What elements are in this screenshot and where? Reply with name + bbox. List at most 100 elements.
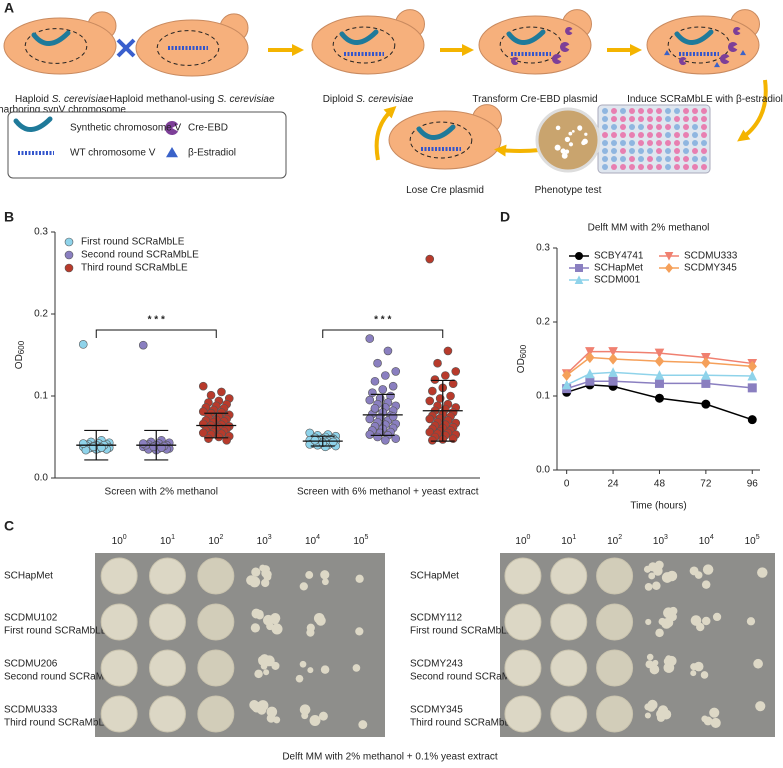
dilution-base: 10 bbox=[699, 536, 711, 547]
well bbox=[674, 156, 680, 162]
dilution-label: 104 bbox=[305, 534, 320, 547]
well bbox=[638, 148, 644, 154]
strain-note: Third round SCRaMbLE bbox=[4, 718, 111, 729]
legend-label: Synthetic chromosome V bbox=[70, 123, 181, 134]
colony-spot bbox=[702, 564, 714, 575]
colony bbox=[581, 140, 586, 146]
data-point bbox=[451, 367, 461, 376]
colony-spot bbox=[710, 717, 721, 728]
step-label-part: Diploid bbox=[323, 94, 356, 105]
colony-spot bbox=[690, 670, 697, 677]
well bbox=[629, 156, 635, 162]
well bbox=[701, 140, 707, 146]
y-axis-label: OD600 bbox=[14, 340, 26, 369]
step-label-part: S. cerevisiae bbox=[52, 94, 110, 105]
data-point bbox=[446, 391, 455, 401]
dilution-label: 100 bbox=[515, 534, 530, 547]
well bbox=[674, 132, 680, 138]
synthetic-chromosome bbox=[416, 124, 456, 140]
well bbox=[683, 116, 689, 122]
estradiol-icon bbox=[740, 50, 746, 56]
cross-icon bbox=[116, 38, 136, 58]
well bbox=[656, 132, 662, 138]
colony-spot bbox=[709, 707, 720, 718]
x-tick-label: 72 bbox=[700, 479, 712, 490]
colony-spot bbox=[645, 660, 654, 669]
well bbox=[674, 140, 680, 146]
well bbox=[656, 116, 662, 122]
colony-spot bbox=[318, 711, 328, 721]
well bbox=[602, 156, 608, 162]
colony bbox=[561, 152, 568, 159]
dilution-base: 10 bbox=[305, 536, 317, 547]
y-tick-label: 0.3 bbox=[536, 243, 550, 254]
data-point bbox=[217, 387, 226, 397]
well bbox=[602, 148, 608, 154]
dilution-label: 105 bbox=[745, 534, 760, 547]
well bbox=[656, 124, 662, 130]
x-tick-label: 0 bbox=[564, 479, 570, 490]
dilution-base: 10 bbox=[112, 536, 124, 547]
step-label-part: Haploid bbox=[15, 94, 52, 105]
colony-spot bbox=[663, 617, 674, 628]
well bbox=[611, 164, 617, 170]
step-label-part: Lose Cre plasmid bbox=[406, 185, 484, 196]
marker bbox=[747, 360, 757, 372]
synthetic-chromosome bbox=[506, 29, 546, 45]
data-point bbox=[328, 437, 338, 447]
dilution-exponent: 5 bbox=[756, 534, 760, 541]
well bbox=[647, 140, 653, 146]
well bbox=[701, 148, 707, 154]
well bbox=[692, 116, 698, 122]
data-point bbox=[381, 435, 390, 445]
y-axis-label: OD600 bbox=[516, 344, 528, 373]
legend-marker bbox=[64, 237, 74, 247]
well bbox=[656, 164, 662, 170]
arrow bbox=[494, 144, 541, 157]
colony-spot bbox=[261, 565, 270, 574]
colony bbox=[564, 149, 570, 154]
data-point bbox=[310, 435, 320, 445]
marker bbox=[654, 378, 664, 388]
well bbox=[683, 124, 689, 130]
well bbox=[611, 116, 617, 122]
well bbox=[692, 108, 698, 114]
growth-spot bbox=[504, 603, 542, 641]
well bbox=[701, 132, 707, 138]
significance-bracket bbox=[322, 329, 444, 338]
synthetic-chromosome bbox=[31, 30, 71, 46]
colony-spot bbox=[746, 617, 756, 626]
dilution-exponent: 3 bbox=[268, 534, 272, 541]
colony-spot bbox=[352, 664, 361, 672]
well bbox=[620, 108, 626, 114]
well bbox=[674, 124, 680, 130]
cre-ebd-icon bbox=[565, 26, 573, 35]
well bbox=[602, 108, 608, 114]
cre-ebd-icon bbox=[511, 56, 519, 65]
dilution-exponent: 0 bbox=[123, 534, 127, 541]
legend-box bbox=[7, 111, 287, 179]
marker bbox=[701, 357, 711, 369]
colony-spot bbox=[254, 669, 263, 679]
well bbox=[602, 116, 608, 122]
significance-label: * * * bbox=[148, 315, 165, 326]
dilution-exponent: 4 bbox=[316, 534, 320, 541]
well bbox=[656, 140, 662, 146]
strain-name: SCDMU206 bbox=[4, 659, 58, 670]
data-point bbox=[388, 381, 398, 391]
marker bbox=[747, 383, 757, 393]
growth-spot bbox=[504, 557, 542, 595]
legend-marker bbox=[64, 250, 74, 260]
colony-spot bbox=[266, 706, 278, 718]
colony bbox=[560, 148, 566, 154]
growth-spot bbox=[550, 695, 588, 733]
colony-spot bbox=[661, 572, 673, 583]
dilution-base: 10 bbox=[745, 536, 757, 547]
dilution-exponent: 3 bbox=[664, 534, 668, 541]
well bbox=[620, 132, 626, 138]
well bbox=[674, 108, 680, 114]
cre-ebd-icon bbox=[679, 56, 687, 65]
well bbox=[647, 124, 653, 130]
cell-body bbox=[646, 15, 760, 75]
well bbox=[602, 124, 608, 130]
